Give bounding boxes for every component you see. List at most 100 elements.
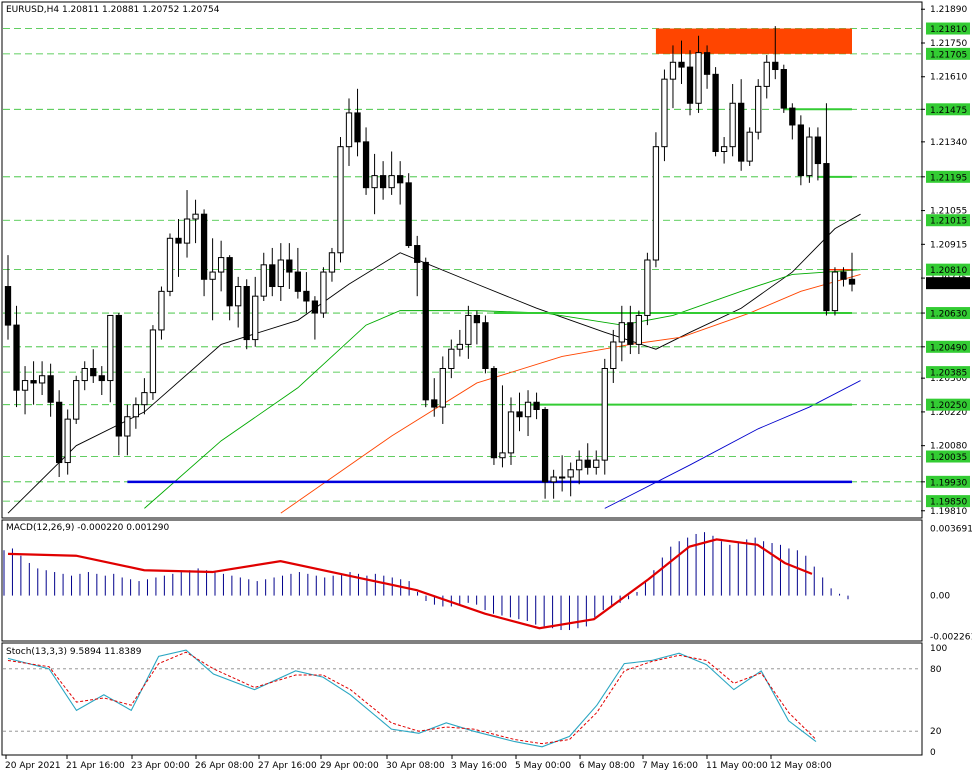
candle-body: [584, 459, 591, 468]
candle-body: [90, 368, 97, 377]
candle-body: [558, 476, 566, 479]
resistance-zone: [655, 28, 852, 54]
level-label: 1.21475: [930, 106, 967, 116]
candle-body: [414, 245, 421, 263]
level-label: 1.19850: [930, 498, 967, 508]
candle-body: [686, 66, 694, 104]
level-label: 1.20035: [930, 453, 967, 463]
candle-body: [217, 257, 225, 273]
candle-body: [115, 314, 122, 437]
macd-tick-label: 0.00: [930, 592, 950, 602]
candle-body: [47, 375, 54, 403]
candle-body: [533, 401, 540, 410]
level-label: 1.21195: [930, 173, 967, 183]
candle-body: [320, 271, 327, 314]
time-axis-label: 12 May 08:00: [770, 761, 832, 771]
macd-layer: [3, 532, 849, 631]
candle-body: [814, 136, 822, 165]
candle-body: [473, 314, 481, 324]
candle-body: [601, 368, 608, 461]
candle-body: [337, 146, 344, 254]
candle-body: [550, 476, 557, 483]
candle-body: [235, 286, 242, 307]
candle-body: [124, 416, 131, 437]
candle-body: [567, 469, 574, 478]
level-label-box: [926, 475, 970, 488]
candle-body: [652, 146, 660, 261]
candle-body: [13, 324, 20, 391]
level-label-box: [926, 495, 970, 508]
candle-body: [610, 341, 617, 370]
moving-average-line: [7, 213, 861, 514]
price-chart-title: EURUSD,H4 1.20811 1.20881 1.20752 1.2075…: [6, 5, 220, 15]
candle-body: [780, 69, 787, 109]
level-label-box: [926, 170, 970, 183]
level-label-box: [926, 214, 970, 227]
candle-body: [30, 380, 37, 384]
candle-body: [746, 131, 753, 162]
candle-body: [465, 314, 472, 345]
candle-body: [64, 418, 71, 464]
level-label: 1.21810: [930, 25, 967, 35]
candle-body: [397, 175, 404, 184]
candle-body: [635, 314, 643, 345]
price-tick-label: 1.19810: [930, 507, 967, 517]
price-tick-label: 1.21340: [930, 138, 967, 148]
stoch-tick-label: 0: [930, 748, 936, 758]
candle-body: [303, 290, 310, 302]
candle-body: [618, 322, 625, 343]
macd-title: MACD(12,26,9) -0.000220 0.001290: [6, 523, 169, 533]
macd-signal-line: [7, 538, 813, 630]
level-label-box: [926, 22, 970, 35]
stoch-panel: [1, 642, 923, 756]
candle-body: [200, 213, 208, 280]
level-label-box: [926, 103, 970, 116]
candle-body: [712, 73, 719, 152]
candle-body: [823, 163, 830, 312]
candle-body: [260, 264, 267, 297]
candle-body: [439, 368, 446, 408]
candle-body: [158, 290, 165, 331]
moving-average-line: [604, 380, 861, 509]
candle-body: [286, 259, 293, 273]
candle-body: [354, 112, 361, 143]
level-label-box: [926, 450, 970, 463]
macd-panel: [1, 519, 923, 642]
candle-body: [422, 261, 429, 401]
price-tick-label: 1.20360: [930, 374, 967, 384]
moving-average-line: [144, 269, 861, 509]
candle-body: [499, 452, 506, 459]
time-axis-label: 26 Apr 08:00: [195, 761, 254, 771]
candle-body: [755, 85, 762, 133]
candle-body: [627, 322, 634, 345]
candle-body: [294, 271, 302, 292]
price-tick-label: 1.21750: [930, 39, 967, 49]
candle-body: [362, 141, 370, 189]
time-axis-label: 20 Apr 2021: [5, 761, 61, 771]
level-label: 1.19930: [930, 478, 967, 488]
candle-body: [107, 314, 114, 382]
level-label: 1.20385: [930, 369, 967, 379]
time-axis-label: 30 Apr 08:00: [386, 761, 445, 771]
level-label-box: [926, 307, 970, 320]
candle-body: [4, 286, 12, 326]
price-tick-label: 1.20915: [930, 240, 967, 250]
candle-body: [661, 78, 668, 148]
level-label-box: [926, 398, 970, 411]
candle-body: [379, 175, 387, 189]
level-label-box: [926, 47, 970, 60]
candle-body: [490, 368, 498, 459]
time-axis-label: 21 Apr 16:00: [66, 761, 125, 771]
stoch-layer: [3, 649, 921, 748]
candle-body: [482, 322, 489, 370]
candle-body: [797, 124, 804, 177]
axis-layer: 1.21890 1.21750 1.21610 1.21475 1.21340 1.211…: [5, 5, 972, 771]
time-axis-label: 3 May 16:00: [451, 761, 507, 771]
candle-body: [56, 401, 63, 464]
price-tick-label: 1.20220: [930, 408, 967, 418]
candle-body: [311, 300, 319, 314]
candle-body: [840, 271, 847, 280]
time-axis-label: 23 Apr 00:00: [131, 761, 190, 771]
candle-body: [593, 459, 600, 468]
